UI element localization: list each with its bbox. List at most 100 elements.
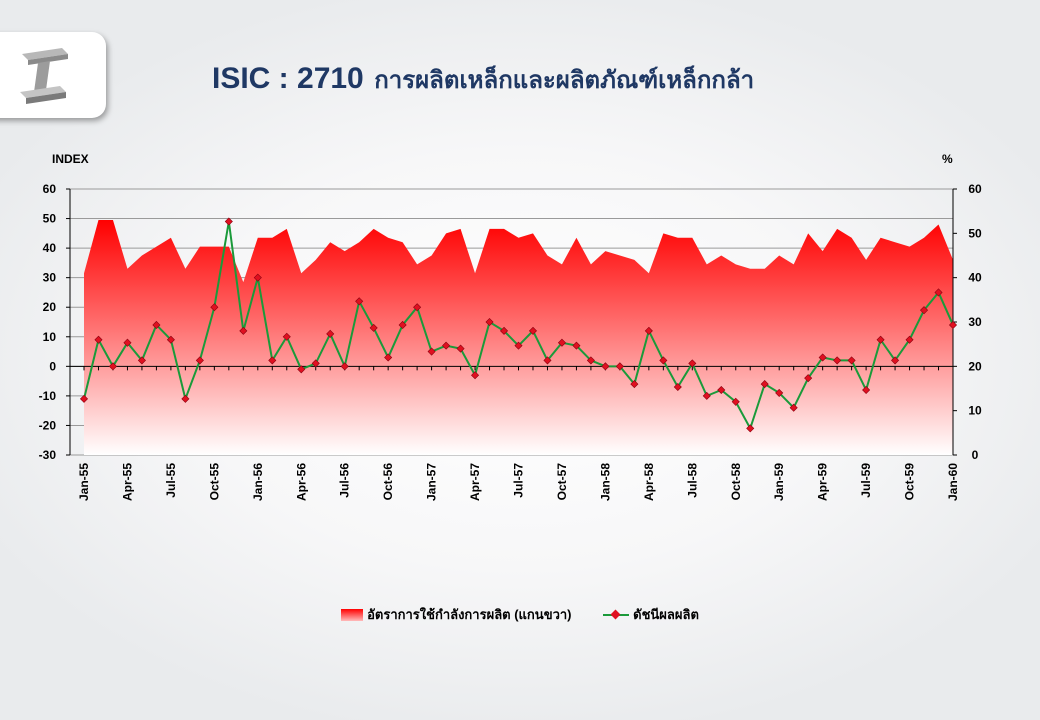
- index-point: [891, 356, 900, 365]
- index-point: [731, 397, 740, 406]
- index-point: [369, 323, 378, 332]
- x-tick-label: Oct-58: [729, 463, 743, 501]
- index-point: [948, 320, 958, 329]
- index-point: [166, 335, 175, 344]
- index-point: [239, 326, 248, 335]
- index-point: [326, 329, 335, 338]
- index-point: [804, 374, 813, 383]
- index-point: [514, 341, 523, 350]
- legend-item-capacity: อัตราการใช้กำลังการผลิต (แกนขวา): [341, 604, 572, 625]
- index-point: [427, 347, 436, 356]
- index-point: [297, 365, 306, 374]
- legend-label-capacity: อัตราการใช้กำลังการผลิต (แกนขวา): [367, 607, 572, 622]
- index-point: [195, 356, 204, 365]
- index-point: [717, 385, 726, 395]
- x-tick-label: Apr-59: [816, 463, 830, 501]
- x-tick-label: Apr-57: [468, 463, 482, 501]
- x-tick-label: Jan-59: [772, 463, 786, 501]
- x-tick-label: Jan-55: [77, 463, 91, 501]
- x-tick-label: Oct-57: [555, 463, 569, 501]
- index-point: [673, 382, 682, 392]
- index-point: [123, 338, 132, 347]
- legend-swatch-line: [603, 609, 630, 621]
- x-tick-label: Oct-56: [381, 463, 395, 501]
- right-tick-label: 60: [968, 182, 982, 196]
- index-point: [485, 317, 494, 327]
- index-point: [572, 341, 581, 350]
- index-point: [615, 362, 624, 371]
- index-point: [543, 356, 552, 365]
- right-axis-label: %: [942, 152, 953, 166]
- index-point: [818, 353, 827, 362]
- index-point: [920, 306, 929, 315]
- right-tick-label: 10: [968, 404, 982, 418]
- legend-label-index: ดัชนีผลผลิต: [633, 607, 699, 622]
- chart-legend: อัตราการใช้กำลังการผลิต (แกนขวา) ดัชนีผล…: [0, 604, 1040, 625]
- x-tick-label: Apr-56: [294, 463, 308, 501]
- right-tick-label: 40: [968, 271, 982, 285]
- index-point: [644, 326, 653, 335]
- left-tick-label: 20: [43, 300, 57, 314]
- index-point: [847, 356, 856, 365]
- right-tick-label: 30: [968, 315, 982, 329]
- left-tick-label: 40: [43, 241, 57, 255]
- page-title: ISIC : 2710 การผลิตเหล็กและผลิตภัณฑ์เหล็…: [212, 60, 754, 99]
- index-point: [442, 341, 451, 350]
- index-point: [398, 320, 407, 329]
- index-point: [862, 385, 871, 395]
- left-tick-label: 50: [43, 212, 57, 226]
- index-point: [108, 362, 117, 371]
- index-point: [224, 217, 233, 226]
- left-tick-label: -10: [39, 389, 57, 403]
- x-tick-label: Jul-59: [859, 463, 873, 498]
- left-tick-label: 0: [49, 359, 56, 373]
- index-point: [934, 288, 943, 297]
- index-point: [79, 394, 89, 403]
- index-point: [789, 403, 798, 412]
- index-point: [905, 335, 914, 344]
- title-code: ISIC : 2710: [212, 62, 364, 95]
- right-tick-label: 50: [968, 226, 982, 240]
- index-point: [94, 335, 103, 344]
- index-point: [601, 362, 610, 371]
- x-tick-label: Apr-58: [642, 463, 656, 501]
- steel-beam-icon: [20, 48, 68, 104]
- index-point: [688, 359, 697, 368]
- x-tick-label: Jul-56: [338, 463, 352, 498]
- index-point: [152, 320, 161, 329]
- left-tick-label: 30: [43, 271, 57, 285]
- index-point: [557, 338, 566, 347]
- x-tick-label: Apr-55: [120, 463, 134, 501]
- x-tick-label: Jan-57: [425, 463, 439, 501]
- x-tick-label: Jul-57: [512, 463, 526, 498]
- index-point: [268, 356, 277, 365]
- index-point: [775, 388, 784, 397]
- index-point: [499, 326, 509, 335]
- x-tick-label: Jan-56: [251, 463, 265, 501]
- index-point: [253, 273, 262, 282]
- legend-item-index: ดัชนีผลผลิต: [603, 604, 699, 625]
- right-tick-label: 0: [972, 448, 979, 462]
- index-point: [746, 424, 755, 433]
- index-point: [833, 356, 842, 365]
- index-point: [311, 359, 320, 368]
- title-thai: การผลิตเหล็กและผลิตภัณฑ์เหล็กกล้า: [374, 67, 755, 94]
- capacity-area-series: [84, 220, 953, 455]
- left-axis-label: INDEX: [52, 152, 89, 166]
- index-point: [413, 303, 422, 312]
- x-tick-label: Jan-60: [946, 463, 960, 501]
- index-point: [471, 371, 480, 380]
- left-tick-label: 60: [43, 182, 57, 196]
- index-point: [630, 380, 639, 389]
- x-tick-label: Oct-59: [903, 463, 917, 501]
- index-point: [355, 297, 364, 306]
- x-tick-label: Jul-58: [685, 463, 699, 498]
- index-point: [181, 394, 190, 403]
- left-tick-label: -20: [39, 418, 57, 432]
- index-point: [876, 335, 885, 344]
- right-tick-label: 20: [968, 359, 982, 373]
- index-point: [456, 344, 465, 353]
- index-point: [659, 356, 668, 365]
- index-point: [282, 332, 291, 341]
